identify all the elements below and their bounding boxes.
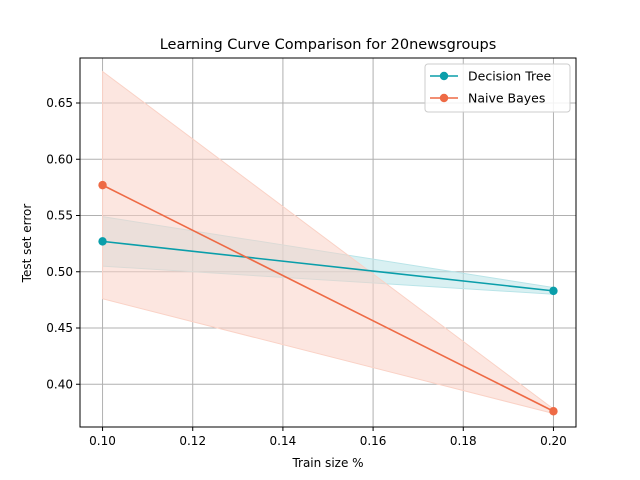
y-axis-ticks: 0.40 0.45 0.50 0.55 0.60 0.65 [46, 96, 80, 391]
data-point [549, 286, 558, 296]
legend-label: Decision Tree [468, 69, 552, 84]
data-point [98, 237, 107, 246]
y-tick-label: 0.60 [46, 152, 73, 166]
data-point [98, 180, 107, 190]
legend-label: Naive Bayes [468, 91, 545, 106]
x-axis-title: Train size % [291, 456, 363, 470]
x-tick-label: 0.12 [179, 434, 206, 448]
chart-title: Learning Curve Comparison for 20newsgrou… [160, 37, 497, 53]
series-line [102, 240, 554, 292]
legend-box [424, 63, 571, 113]
x-axis-ticks: 0.10 0.12 0.14 0.16 0.18 0.20 [89, 427, 567, 448]
plot-area-frame [79, 57, 577, 428]
y-axis-title: Test set error [20, 204, 34, 284]
y-tick-label: 0.55 [46, 209, 73, 223]
legend-marker [439, 93, 449, 103]
data-point [549, 407, 558, 416]
y-tick-label: 0.40 [46, 377, 73, 391]
x-tick-label: 0.18 [450, 434, 477, 448]
confidence-band [102, 70, 554, 415]
legend-marker [439, 71, 449, 81]
x-tick-label: 0.16 [360, 434, 387, 448]
y-tick-label: 0.50 [46, 265, 73, 279]
x-tick-label: 0.20 [540, 434, 567, 448]
series-lines [98, 180, 558, 416]
y-tick-label: 0.45 [46, 321, 73, 335]
legend: Decision Tree Naive Bayes [424, 63, 571, 113]
x-tick-label: 0.14 [270, 434, 297, 448]
confidence-bands [102, 70, 554, 415]
x-tick-label: 0.10 [89, 434, 116, 448]
y-tick-label: 0.65 [46, 96, 73, 110]
series-line [102, 184, 554, 412]
